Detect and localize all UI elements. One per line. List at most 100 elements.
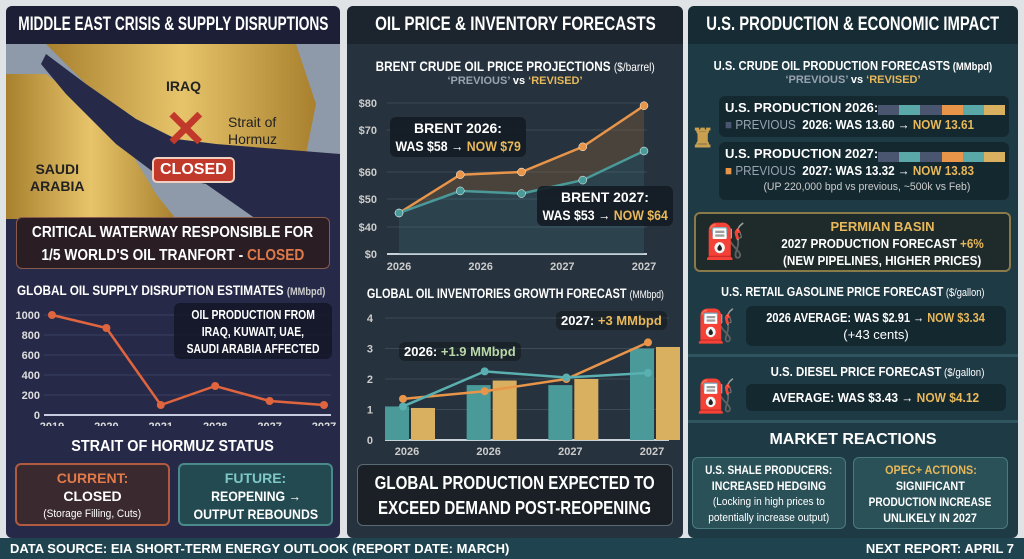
production-callout: OIL PRODUCTION FROM IRAQ, KUWAIT, UAE, S… — [174, 303, 332, 359]
y-tick-label: 800 — [22, 330, 40, 342]
panel-title: MIDDLE EAST CRISIS & SUPPLY DISRUPTIONS — [17, 14, 329, 35]
prod-2027-bar — [878, 152, 1006, 162]
gasoline-card: 2026 AVERAGE: WAS $2.91 → NOW $3.34 (+43… — [746, 306, 1006, 346]
callout-values-text: WAS $53 → NOW $64 — [542, 206, 667, 224]
brent-2026-callout: BRENT 2026: WAS $58 → NOW $79 — [390, 117, 526, 157]
callout-value: +1.9 MMbpd — [440, 344, 516, 359]
permian-card: ⛽ PERMIAN BASIN 2027 PRODUCTION FORECAST… — [694, 212, 1011, 272]
status-title-row: STRAIT OF HORMUZ STATUS — [6, 438, 340, 456]
bar — [385, 406, 409, 440]
panel-title-bar: OIL PRICE & INVENTORY FORECASTS — [347, 6, 683, 44]
opec-line: UNLIKELY IN 2027 — [883, 511, 978, 525]
opec-card: OPEC+ ACTIONS: SIGNIFICANT PRODUCTION IN… — [853, 457, 1008, 529]
x-tick-label: 2026 — [476, 446, 500, 458]
gas-title-text: U.S. RETAIL GASOLINE PRICE FORECAST — [721, 284, 944, 299]
bar — [656, 346, 680, 440]
x-tick-label: 2019 — [40, 421, 64, 426]
opec-row: OPEC+ ACTIONS: — [854, 462, 1007, 478]
brent-2027-callout: BRENT 2027: WAS $53 → NOW $64 — [537, 186, 673, 226]
bar-segment — [878, 152, 900, 162]
prod-title: U.S. CRUDE OIL PRODUCTION FORECASTS (MMb… — [688, 58, 1018, 73]
data-point — [320, 401, 328, 409]
inv-2027-callout: 2027: +3 MMbpd — [556, 311, 667, 330]
future-label: FUTURE: — [224, 470, 287, 486]
card-values: ■ PREVIOUS 2027: WAS 13.32 → NOW 13.83 — [725, 162, 1009, 179]
panel-title: U.S. PRODUCTION & ECONOMIC IMPACT — [706, 14, 1000, 35]
y-tick-label: 0 — [34, 410, 40, 422]
data-point — [48, 311, 56, 319]
chart-unit: (MMbpd) — [629, 289, 664, 301]
prod-title-row: U.S. CRUDE OIL PRODUCTION FORECASTS (MMb… — [714, 58, 992, 73]
callout-title-row: BRENT 2027: — [537, 188, 673, 206]
y-tick-label: $40 — [359, 222, 377, 234]
diesel-title-row: U.S. DIESEL PRICE FORECAST ($/gallon) — [770, 364, 984, 379]
data-point — [480, 367, 489, 376]
x-tick-label: 2026 — [468, 261, 492, 273]
callout-values: WAS $58 → NOW $79 — [390, 137, 526, 155]
us-impact-panel: U.S. PRODUCTION & ECONOMIC IMPACT U.S. C… — [688, 6, 1018, 538]
gas-title-row: U.S. RETAIL GASOLINE PRICE FORECAST ($/g… — [721, 284, 984, 299]
x-tick-label: 2027 — [640, 446, 664, 458]
closed-badge: CLOSED — [152, 157, 235, 183]
x-tick-label: 2027 — [632, 261, 656, 273]
waterway-line1-row: CRITICAL WATERWAY RESPONSIBLE FOR — [17, 221, 329, 244]
was-value: WAS $53 → — [542, 207, 614, 223]
was-value: AVERAGE: WAS $3.43 → — [772, 390, 918, 405]
shale-line: INCREASED HEDGING — [711, 479, 827, 493]
y-tick-label: 200 — [22, 390, 40, 402]
data-point — [639, 101, 649, 110]
shale-card: U.S. SHALE PRODUCERS: INCREASED HEDGING … — [692, 457, 846, 529]
vs-label: vs — [509, 75, 529, 87]
y-tick-label: $80 — [359, 98, 377, 110]
divider — [688, 354, 1018, 357]
now-value: NOW $64 — [613, 207, 668, 223]
x-tick-label: 2020 — [94, 421, 118, 426]
data-point — [102, 324, 111, 332]
gas-unit: ($/gallon) — [943, 287, 985, 299]
callout-values: WAS $53 → NOW $64 — [537, 206, 673, 224]
opec-line: SIGNIFICANT — [895, 479, 965, 493]
future-line2: OUTPUT REBOUNDS — [193, 506, 318, 522]
inv-2026-callout: 2026: +1.9 MMbpd — [399, 342, 521, 361]
legend-label: PREVIOUS — [735, 163, 796, 178]
callout-title-row: BRENT 2026: — [390, 119, 526, 137]
permian-note: (NEW PIPELINES, HIGHER PRICES) — [783, 253, 982, 268]
panel-title: OIL PRICE & INVENTORY FORECASTS — [374, 14, 656, 35]
gasoline-title: U.S. RETAIL GASOLINE PRICE FORECAST ($/g… — [688, 284, 1018, 299]
card-note: (UP 220,000 bpd vs previous, ~500k vs Fe… — [763, 181, 971, 193]
data-point — [644, 368, 652, 377]
card-values-text: ■ PREVIOUS 2027: WAS 13.32 → NOW 13.83 — [725, 162, 974, 179]
waterway-text: 1/5 WORLD'S OIL TRANFORT - — [41, 247, 248, 264]
callout-row: OIL PRODUCTION FROM — [174, 306, 332, 323]
future-line2-row: OUTPUT REBOUNDS — [180, 505, 331, 523]
inventory-chart: 0 1 2 3 4 2026 2026 2027 2027 — [367, 313, 680, 458]
shale-line: potentially increase output) — [708, 512, 830, 524]
opec-row: UNLIKELY IN 2027 — [854, 510, 1007, 526]
x-tick-label: 2027 — [550, 261, 574, 273]
was-value: 2026 AVERAGE: WAS $2.91 → — [766, 310, 928, 325]
data-point — [578, 142, 587, 152]
current-value: CLOSED — [63, 488, 122, 504]
card-note-row: (UP 220,000 bpd vs previous, ~500k vs Fe… — [725, 179, 1009, 196]
callout-line: SAUDI ARABIA AFFECTED — [186, 341, 320, 356]
x-tick-label: 2027 — [558, 446, 582, 458]
callout-line: IRAQ, KUWAIT, UAE, — [201, 324, 305, 339]
prod-subtitle: ‘PREVIOUS’ vs ‘REVISED’ — [688, 74, 1018, 86]
data-point — [156, 401, 165, 409]
inventory-chart-title: GLOBAL OIL INVENTORIES GROWTH FORECAST (… — [347, 285, 683, 301]
footer: DATA SOURCE: EIA SHORT-TERM ENERGY OUTLO… — [0, 538, 1024, 559]
bar-segment — [941, 105, 963, 115]
y-tick-label: $60 — [359, 167, 377, 179]
oil-derrick-icon: ♜ — [691, 123, 715, 153]
gas-note: (+43 cents) — [843, 327, 909, 342]
permian-pct: +6% — [960, 236, 984, 251]
conclusion-row: GLOBAL PRODUCTION EXPECTED TO — [358, 471, 672, 496]
now-value: NOW $79 — [466, 138, 521, 154]
crisis-panel: MIDDLE EAST CRISIS & SUPPLY DISRUPTIONS … — [6, 6, 340, 538]
card-label: U.S. PRODUCTION 2027: — [725, 146, 879, 161]
permian-forecast: 2027 PRODUCTION FORECAST +6% — [756, 235, 1009, 252]
permian-line: 2027 PRODUCTION FORECAST — [781, 236, 961, 251]
future-line1: REOPENING → — [210, 488, 301, 504]
production-conclusion: GLOBAL PRODUCTION EXPECTED TO EXCEED DEM… — [357, 464, 673, 526]
bar-segment — [878, 105, 900, 115]
